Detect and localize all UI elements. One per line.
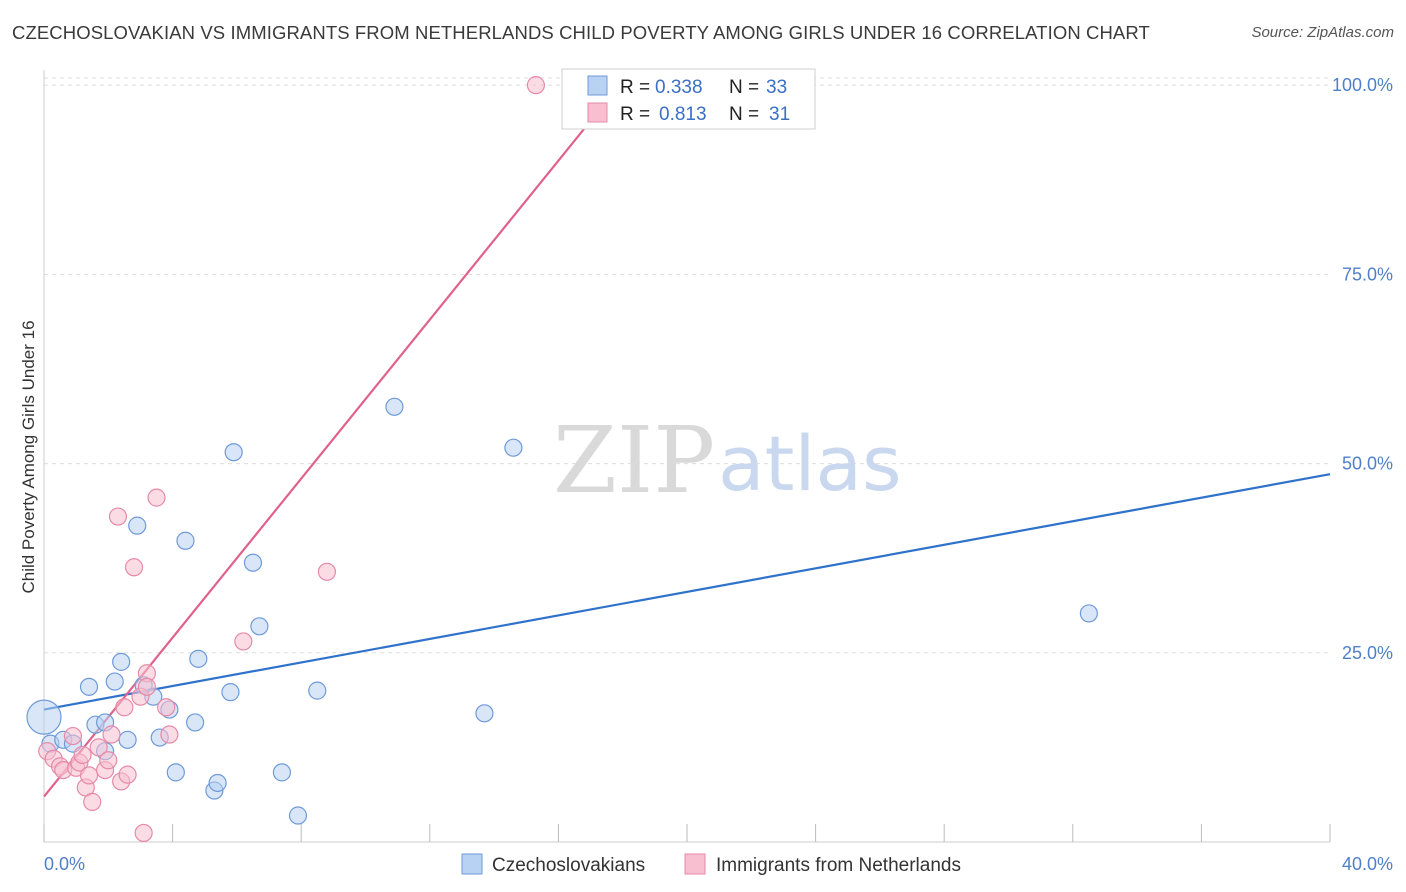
point-czechoslovakians <box>243 553 263 572</box>
legend-swatch-netherlands <box>684 853 706 875</box>
point-netherlands <box>526 76 545 95</box>
y-tick-label: 50.0% <box>1342 454 1393 474</box>
watermark-zip: ZIP <box>553 407 715 514</box>
legend-swatch-czechoslovakians <box>461 853 483 875</box>
stats-r-label-blue: R = <box>620 77 650 98</box>
point-czechoslovakians <box>105 672 124 691</box>
point-netherlands <box>115 698 134 717</box>
point-netherlands <box>102 725 121 744</box>
chart-source: Source: ZipAtlas.com <box>1251 24 1394 41</box>
point-czechoslovakians <box>272 763 292 782</box>
point-netherlands <box>134 823 153 843</box>
legend-label-czechoslovakians: Czechoslovakians <box>492 855 645 876</box>
point-netherlands <box>118 765 137 784</box>
point-czechoslovakians <box>26 699 62 735</box>
stats-n-value-pink: 31 <box>769 104 790 125</box>
point-czechoslovakians <box>128 516 147 535</box>
point-netherlands <box>83 792 102 811</box>
point-netherlands <box>99 751 118 770</box>
point-netherlands <box>79 766 99 785</box>
y-axis-label: Child Poverty Among Girls Under 16 <box>19 320 38 593</box>
point-netherlands <box>317 562 337 581</box>
point-czechoslovakians <box>166 763 185 782</box>
watermark-atlas: atlas <box>718 419 902 508</box>
point-czechoslovakians <box>79 677 99 696</box>
stats-n-value-blue: 33 <box>766 77 787 98</box>
y-tick-label: 75.0% <box>1342 264 1393 284</box>
point-czechoslovakians <box>288 806 308 825</box>
legend-label-netherlands: Immigrants from Netherlands <box>716 855 961 876</box>
point-czechoslovakians <box>475 704 494 723</box>
point-czechoslovakians <box>221 683 240 702</box>
stats-n-label-pink: N = <box>729 104 759 125</box>
point-czechoslovakians <box>186 713 205 732</box>
point-czechoslovakians <box>189 649 208 668</box>
trendline-czechoslovakians <box>43 473 1331 711</box>
point-czechoslovakians <box>176 531 195 550</box>
stats-r-label-pink: R = <box>620 104 650 125</box>
stats-r-value-blue: 0.338 <box>655 77 703 98</box>
chart-title: CZECHOSLOVAKIAN VS IMMIGRANTS FROM NETHE… <box>12 22 1150 43</box>
legend: Czechoslovakians Immigrants from Netherl… <box>461 853 961 876</box>
ticks-layer: 25.0% 50.0% 75.0% 100.0% 0.0% 40.0% <box>44 75 1393 874</box>
stats-r-value-pink: 0.813 <box>659 104 707 125</box>
point-czechoslovakians <box>250 617 269 636</box>
point-netherlands <box>89 738 108 757</box>
point-netherlands <box>108 507 128 526</box>
point-czechoslovakians <box>224 443 243 462</box>
point-netherlands <box>73 745 92 765</box>
point-czechoslovakians <box>112 652 131 671</box>
point-netherlands <box>147 488 166 507</box>
point-czechoslovakians <box>308 681 327 700</box>
x-tick-label: 0.0% <box>44 854 85 874</box>
watermark: ZIP atlas <box>553 407 902 514</box>
point-netherlands <box>137 677 156 696</box>
stats-swatch-blue <box>587 75 608 96</box>
point-netherlands <box>63 726 83 746</box>
stats-swatch-pink <box>587 102 608 123</box>
point-czechoslovakians <box>1079 604 1098 623</box>
y-tick-label: 25.0% <box>1342 643 1393 663</box>
stats-box: R = 0.338 N = 33 R = 0.813 N = 31 <box>561 68 816 130</box>
point-czechoslovakians <box>385 397 404 416</box>
trendline-netherlands <box>43 84 621 798</box>
point-netherlands <box>234 632 253 651</box>
point-netherlands <box>157 698 176 717</box>
point-netherlands <box>124 558 144 577</box>
points-layer <box>26 76 1098 843</box>
point-czechoslovakians <box>208 773 227 793</box>
point-czechoslovakians <box>504 438 523 457</box>
point-netherlands <box>160 725 179 744</box>
y-tick-label: 100.0% <box>1332 75 1393 95</box>
point-czechoslovakians <box>118 730 137 749</box>
grid-layer <box>44 77 1330 654</box>
stats-n-label-blue: N = <box>729 77 759 98</box>
x-tick-label: 40.0% <box>1342 854 1393 874</box>
